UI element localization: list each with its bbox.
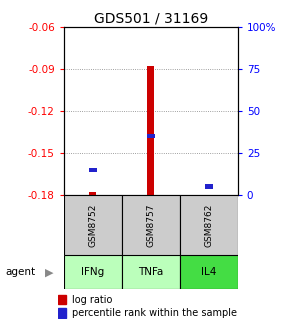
Text: ▶: ▶ bbox=[45, 267, 53, 277]
Text: percentile rank within the sample: percentile rank within the sample bbox=[72, 308, 237, 318]
Title: GDS501 / 31169: GDS501 / 31169 bbox=[94, 12, 208, 26]
Bar bbox=[89, 192, 96, 195]
Bar bbox=[58, 308, 66, 318]
Text: TNFa: TNFa bbox=[138, 267, 164, 277]
Text: IL4: IL4 bbox=[201, 267, 217, 277]
Text: GSM8752: GSM8752 bbox=[88, 203, 97, 247]
Bar bbox=[89, 168, 97, 172]
Bar bbox=[64, 255, 122, 289]
Text: IFNg: IFNg bbox=[81, 267, 104, 277]
Text: GSM8757: GSM8757 bbox=[146, 203, 155, 247]
Bar bbox=[205, 184, 213, 188]
Bar bbox=[122, 195, 180, 255]
Bar bbox=[180, 195, 238, 255]
Bar bbox=[64, 195, 122, 255]
Bar bbox=[122, 255, 180, 289]
Bar bbox=[147, 134, 155, 138]
Bar bbox=[180, 255, 238, 289]
Bar bbox=[58, 295, 66, 304]
Bar bbox=[205, 195, 212, 196]
Text: GSM8762: GSM8762 bbox=[204, 203, 213, 247]
Text: agent: agent bbox=[6, 267, 36, 277]
Bar bbox=[147, 66, 154, 195]
Text: log ratio: log ratio bbox=[72, 295, 113, 305]
